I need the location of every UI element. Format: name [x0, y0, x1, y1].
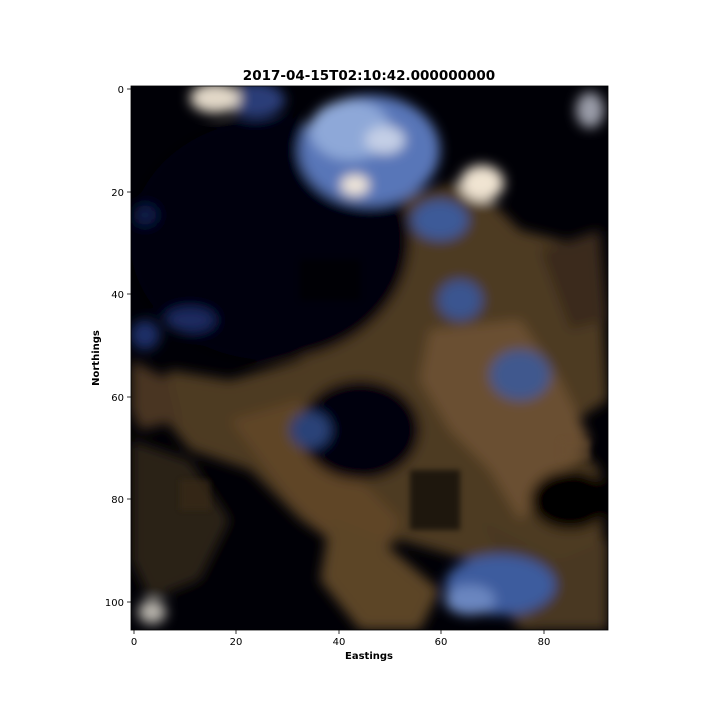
y-axis: 0 20 40 60 80 100 — [105, 85, 131, 609]
y-tick-label: 20 — [111, 188, 124, 199]
satellite-image — [131, 86, 608, 630]
x-axis-label: Eastings — [345, 651, 393, 662]
x-tick-label: 20 — [230, 637, 243, 648]
plot-title: 2017-04-15T02:10:42.000000000 — [243, 68, 495, 84]
y-tick-label: 80 — [111, 495, 124, 506]
x-tick-label: 80 — [538, 637, 551, 648]
x-tick-label: 60 — [435, 637, 448, 648]
x-axis: 0 20 40 60 80 — [131, 630, 551, 648]
y-axis-label: Northings — [91, 330, 102, 386]
y-tick-label: 100 — [105, 598, 124, 609]
y-tick-label: 40 — [111, 290, 124, 301]
y-tick-label: 60 — [111, 393, 124, 404]
y-tick-label: 0 — [118, 85, 124, 96]
x-tick-label: 40 — [333, 637, 346, 648]
axes-frame — [130, 85, 609, 631]
x-tick-label: 0 — [131, 637, 137, 648]
